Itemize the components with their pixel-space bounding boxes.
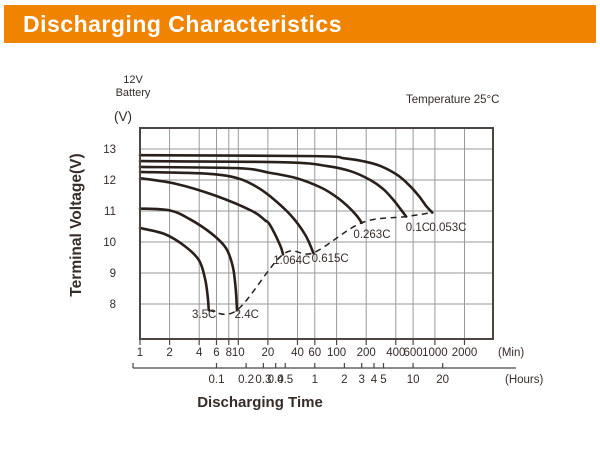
curve-3.5C bbox=[138, 226, 211, 312]
page-title: Discharging Characteristics bbox=[23, 10, 343, 37]
header-bar: Discharging Characteristics bbox=[4, 5, 596, 43]
hour-tick-label: 0.3 bbox=[255, 374, 271, 386]
y-tick-label: 12 bbox=[103, 175, 116, 187]
battery-voltage-text: 12V bbox=[123, 74, 143, 86]
y-tick-label: 11 bbox=[104, 206, 116, 218]
hour-tick-label: 5 bbox=[380, 374, 386, 386]
curve-0.053C bbox=[138, 153, 434, 214]
hour-tick-label: 0.2 bbox=[238, 374, 254, 386]
y-tick-label: 13 bbox=[103, 144, 116, 156]
minute-unit-label: (Min) bbox=[498, 347, 524, 359]
minute-tick-label: 20 bbox=[261, 347, 274, 359]
y-tick-label: 9 bbox=[110, 268, 116, 280]
hour-tick-label: 10 bbox=[407, 374, 420, 386]
curve-2.4C bbox=[138, 207, 239, 312]
hours-unit-label: (Hours) bbox=[505, 374, 544, 386]
minute-tick-label: 4 bbox=[196, 347, 203, 359]
minute-tick-label: 200 bbox=[357, 347, 376, 359]
curve-label-0.263C: 0.263C bbox=[353, 229, 390, 241]
hour-tick-label: 0.1 bbox=[208, 374, 224, 386]
curve-0.1C bbox=[138, 159, 408, 218]
curve-label-1.064C: 1.064C bbox=[273, 255, 310, 267]
x-axis-title: Discharging Time bbox=[197, 394, 323, 411]
curve-label-0.615C: 0.615C bbox=[312, 253, 349, 265]
minute-tick-label: 1 bbox=[137, 347, 143, 359]
minute-tick-label: 400 bbox=[386, 347, 405, 359]
minute-tick-label: 40 bbox=[291, 347, 304, 359]
curve-0.263C bbox=[138, 165, 363, 225]
hour-tick-label: 2 bbox=[341, 374, 347, 386]
battery-type-label: 12V Battery bbox=[100, 74, 166, 100]
battery-word-text: Battery bbox=[115, 87, 151, 99]
curve-label-3.5C: 3.5C bbox=[192, 309, 216, 321]
hour-tick-label: 1 bbox=[312, 374, 318, 386]
curve-label-2.4C: 2.4C bbox=[235, 309, 259, 321]
curve-1.064C bbox=[138, 176, 285, 256]
minute-tick-label: 6 bbox=[213, 347, 219, 359]
curve-0.615C bbox=[138, 170, 315, 255]
minute-tick-label: 1000 bbox=[422, 347, 448, 359]
minute-tick-label: 600 bbox=[403, 347, 422, 359]
hour-tick-label: 4 bbox=[371, 374, 378, 386]
hour-tick-label: 0.5 bbox=[277, 374, 293, 386]
minute-tick-label: 8 bbox=[226, 347, 232, 359]
minute-tick-label: 10 bbox=[232, 347, 245, 359]
curve-label-0.1C: 0.1C bbox=[406, 222, 430, 234]
hour-tick-label: 0.4 bbox=[268, 374, 285, 386]
minute-tick-label: 100 bbox=[327, 347, 346, 359]
minute-tick-label: 60 bbox=[308, 347, 321, 359]
plot-border bbox=[139, 127, 494, 340]
y-tick-label: 8 bbox=[110, 299, 116, 311]
temperature-label: Temperature 25°C bbox=[406, 94, 500, 106]
hour-tick-label: 20 bbox=[436, 374, 449, 386]
hour-tick-label: 3 bbox=[358, 374, 364, 386]
curve-label-0.053C: 0.053C bbox=[429, 222, 466, 234]
y-tick-label: 10 bbox=[103, 237, 116, 249]
y-axis-unit-label: (V) bbox=[114, 109, 132, 124]
minute-tick-label: 2000 bbox=[452, 347, 478, 359]
minute-tick-label: 2 bbox=[166, 347, 172, 359]
